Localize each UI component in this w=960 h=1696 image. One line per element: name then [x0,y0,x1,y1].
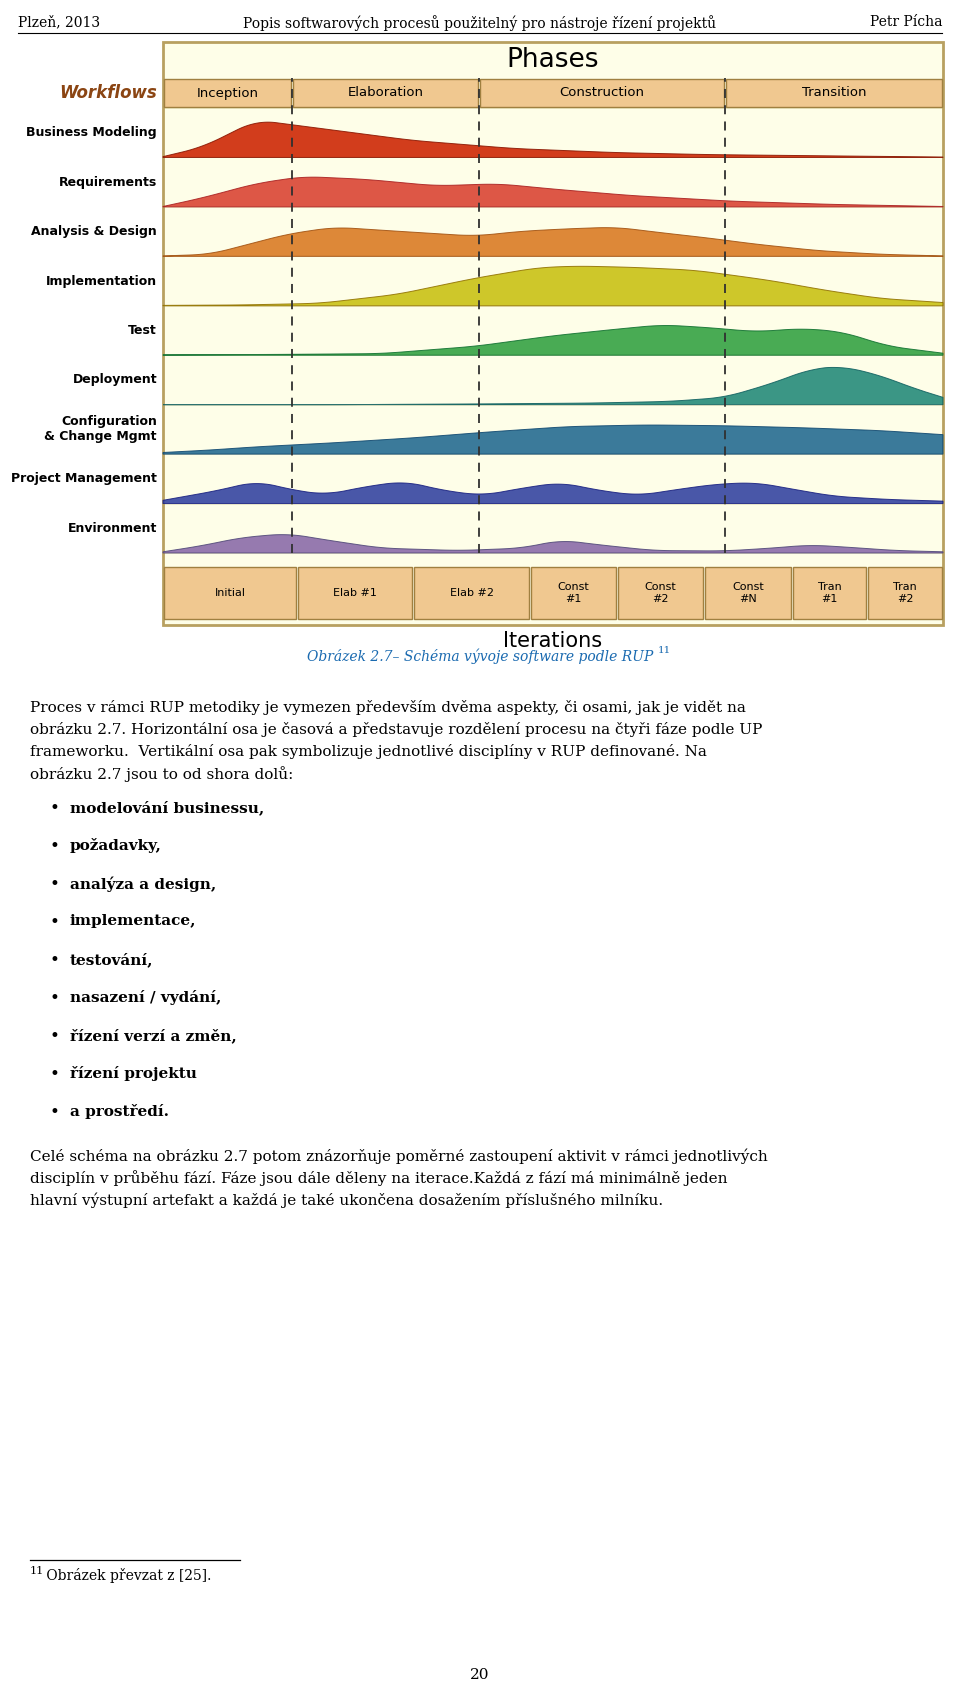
FancyBboxPatch shape [164,566,296,619]
FancyBboxPatch shape [164,80,291,107]
Text: Const
#N: Const #N [732,582,764,604]
Text: Requirements: Requirements [59,176,157,188]
Text: Obrázek 2.7– Schéma vývoje software podle RUP: Obrázek 2.7– Schéma vývoje software podl… [307,648,653,663]
Text: Workflows: Workflows [60,85,157,102]
Text: Tran
#1: Tran #1 [818,582,841,604]
Text: •: • [50,1067,60,1084]
Polygon shape [163,266,943,305]
Text: Inception: Inception [197,86,258,100]
Text: Obrázek převzat z [25].: Obrázek převzat z [25]. [42,1569,211,1582]
Text: frameworku.  Vertikální osa pak symbolizuje jednotlivé disciplíny v RUP definova: frameworku. Vertikální osa pak symbolizu… [30,745,707,760]
Text: 11: 11 [30,1565,44,1576]
FancyBboxPatch shape [298,566,412,619]
Text: Const
#2: Const #2 [645,582,677,604]
FancyBboxPatch shape [618,566,704,619]
Text: Celé schéma na obrázku 2.7 potom znázorňuje poměrné zastoupení aktivit v rámci j: Celé schéma na obrázku 2.7 potom znázorň… [30,1148,768,1163]
Text: Implementation: Implementation [46,275,157,288]
Polygon shape [163,176,943,207]
Text: požadavky,: požadavky, [70,838,162,853]
FancyBboxPatch shape [726,80,942,107]
Text: •: • [50,877,60,894]
Text: •: • [50,1028,60,1045]
FancyBboxPatch shape [293,80,478,107]
Text: Elaboration: Elaboration [348,86,423,100]
Text: řízení verzí a změn,: řízení verzí a změn, [70,1028,237,1043]
Text: Elab #2: Elab #2 [449,589,493,599]
FancyBboxPatch shape [480,80,724,107]
Text: Deployment: Deployment [72,373,157,387]
Polygon shape [163,534,943,553]
Polygon shape [163,227,943,256]
Text: analýza a design,: analýza a design, [70,877,216,892]
Text: Initial: Initial [214,589,246,599]
Text: hlavní výstupní artefakt a každá je také ukončena dosažením příslušného milníku.: hlavní výstupní artefakt a každá je také… [30,1192,663,1208]
Text: a prostředí.: a prostředí. [70,1104,169,1119]
Text: Const
#1: Const #1 [558,582,589,604]
Text: Environment: Environment [67,522,157,534]
Text: 20: 20 [470,1667,490,1682]
Polygon shape [163,483,943,504]
Text: Construction: Construction [560,86,644,100]
Text: •: • [50,990,60,1007]
Text: disciplín v průběhu fází. Fáze jsou dále děleny na iterace.Každá z fází má minim: disciplín v průběhu fází. Fáze jsou dále… [30,1170,728,1186]
FancyBboxPatch shape [706,566,791,619]
Text: Test: Test [129,324,157,338]
Text: Iterations: Iterations [503,631,603,651]
Polygon shape [163,122,943,158]
Text: Proces v rámci RUP metodiky je vymezen především dvěma aspekty, či osami, jak je: Proces v rámci RUP metodiky je vymezen p… [30,700,746,716]
Text: 11: 11 [658,646,671,655]
Polygon shape [163,426,943,455]
Text: •: • [50,838,60,855]
Text: •: • [50,951,60,968]
Text: •: • [50,801,60,817]
Text: Plzeň, 2013: Plzeň, 2013 [18,15,100,29]
Polygon shape [163,368,943,405]
Text: Analysis & Design: Analysis & Design [32,226,157,237]
FancyBboxPatch shape [793,566,866,619]
Text: Configuration
& Change Mgmt: Configuration & Change Mgmt [44,416,157,443]
FancyBboxPatch shape [869,566,942,619]
Text: Popis softwarových procesů použitelný pro nástroje řízení projektů: Popis softwarových procesů použitelný pr… [244,15,716,31]
Text: Petr Pícha: Petr Pícha [870,15,942,29]
Text: obrázku 2.7. Horizontální osa je časová a představuje rozdělení procesu na čtyři: obrázku 2.7. Horizontální osa je časová … [30,722,762,738]
FancyBboxPatch shape [163,42,943,626]
FancyBboxPatch shape [531,566,616,619]
Text: Transition: Transition [802,86,866,100]
Text: testování,: testování, [70,951,154,967]
Text: implementace,: implementace, [70,914,197,928]
Text: řízení projektu: řízení projektu [70,1067,197,1080]
Text: obrázku 2.7 jsou to od shora dolů:: obrázku 2.7 jsou to od shora dolů: [30,767,294,782]
Text: •: • [50,1104,60,1121]
Text: Elab #1: Elab #1 [333,589,377,599]
Polygon shape [163,326,943,354]
Text: Tran
#2: Tran #2 [894,582,917,604]
FancyBboxPatch shape [415,566,529,619]
Text: Phases: Phases [507,47,599,73]
Text: Project Management: Project Management [12,471,157,485]
Text: •: • [50,914,60,931]
Text: modelování businessu,: modelování businessu, [70,801,264,814]
Text: Business Modeling: Business Modeling [26,126,157,139]
Text: nasazení / vydání,: nasazení / vydání, [70,990,222,1006]
